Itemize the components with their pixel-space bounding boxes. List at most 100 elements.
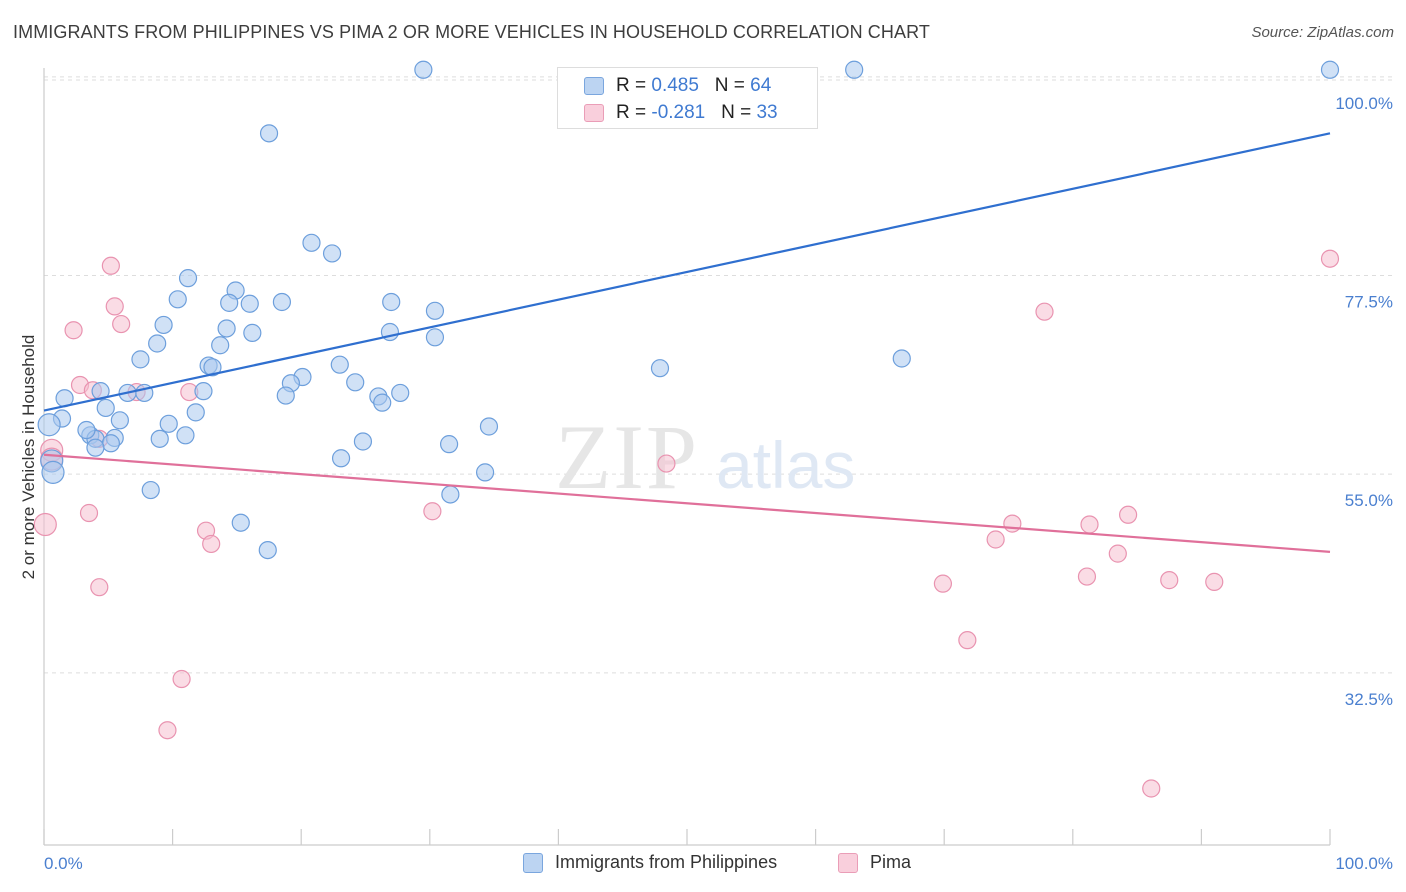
philippines-point[interactable]	[178, 269, 198, 288]
philippines-point[interactable]	[346, 373, 365, 392]
pima-point[interactable]	[64, 321, 83, 340]
legend-swatch-blue	[523, 852, 543, 873]
philippines-point[interactable]	[168, 290, 187, 309]
philippines-point[interactable]	[203, 358, 222, 377]
stats-text: R = 0.485 N = 64	[616, 75, 771, 97]
pima-point[interactable]	[958, 631, 977, 650]
pima-point[interactable]	[1205, 572, 1224, 591]
philippines-point[interactable]	[131, 350, 150, 369]
philippines-point[interactable]	[220, 293, 239, 312]
pima-point[interactable]	[1077, 567, 1097, 586]
philippines-point[interactable]	[425, 328, 445, 347]
philippines-point[interactable]	[91, 382, 110, 401]
y-tick-label: 55.0%	[1345, 491, 1393, 510]
x-tick-label-0: 0.0%	[44, 854, 83, 873]
pima-point[interactable]	[1035, 302, 1054, 321]
pima-point[interactable]	[1320, 249, 1340, 268]
watermark-atlas: atlas	[716, 428, 855, 502]
source-credit: Source: ZipAtlas.com	[1251, 24, 1394, 41]
philippines-point[interactable]	[86, 438, 105, 457]
pima-point[interactable]	[657, 454, 676, 473]
philippines-point[interactable]	[101, 434, 120, 453]
legend-label-philippines: Immigrants from Philippines	[555, 852, 778, 872]
pima-trendline	[43, 453, 1331, 553]
pima-point[interactable]	[1108, 544, 1127, 563]
philippines-point[interactable]	[441, 485, 460, 504]
philippines-trendline	[43, 132, 1331, 412]
philippines-point[interactable]	[353, 432, 373, 451]
philippines-point[interactable]	[322, 244, 342, 263]
philippines-point[interactable]	[391, 383, 410, 403]
philippines-point[interactable]	[194, 382, 213, 401]
philippines-point[interactable]	[845, 60, 864, 79]
philippines-point[interactable]	[240, 294, 259, 313]
philippines-point[interactable]	[892, 349, 911, 368]
pima-point[interactable]	[90, 578, 109, 597]
legend-item-pima[interactable]: Pima	[838, 852, 911, 873]
pima-point[interactable]	[33, 512, 57, 537]
legend-label-pima: Pima	[870, 852, 912, 872]
philippines-point[interactable]	[650, 359, 670, 378]
philippines-point[interactable]	[331, 449, 351, 468]
y-tick-label: 32.5%	[1345, 690, 1393, 709]
pima-point[interactable]	[1080, 515, 1099, 534]
philippines-point[interactable]	[231, 513, 250, 532]
philippines-point[interactable]	[425, 301, 445, 320]
pima-point[interactable]	[933, 574, 953, 593]
pima-point[interactable]	[202, 534, 221, 554]
legend-item-philippines[interactable]: Immigrants from Philippines	[523, 852, 777, 873]
pima-point[interactable]	[112, 314, 131, 334]
pima-point[interactable]	[105, 297, 124, 316]
philippines-point[interactable]	[41, 460, 65, 484]
x-tick-label-100: 100.0%	[1335, 854, 1393, 873]
philippines-point[interactable]	[176, 426, 195, 445]
pima-point[interactable]	[1118, 505, 1138, 524]
pima-point[interactable]	[1160, 571, 1179, 590]
pima-point[interactable]	[986, 530, 1005, 549]
philippines-point[interactable]	[302, 233, 321, 252]
philippines-point[interactable]	[259, 124, 279, 143]
x-ticks	[43, 829, 1331, 845]
n-value: 33	[756, 102, 778, 123]
philippines-point[interactable]	[439, 435, 459, 454]
philippines-point[interactable]	[110, 411, 129, 430]
philippines-point[interactable]	[479, 417, 499, 436]
philippines-point[interactable]	[37, 413, 61, 437]
philippines-point[interactable]	[148, 334, 167, 353]
philippines-point[interactable]	[150, 429, 169, 448]
philippines-point[interactable]	[211, 336, 230, 355]
philippines-point[interactable]	[272, 292, 292, 312]
gridlines	[44, 76, 1393, 674]
philippines-point[interactable]	[258, 540, 277, 560]
philippines-point[interactable]	[475, 463, 495, 482]
philippines-point[interactable]	[77, 420, 96, 440]
y-tick-label: 77.5%	[1345, 292, 1393, 311]
y-axis-label: 2 or more Vehicles in Household	[19, 335, 38, 580]
pima-point[interactable]	[172, 669, 191, 689]
pima-point[interactable]	[423, 502, 442, 521]
philippines-point[interactable]	[217, 319, 236, 338]
philippines-point[interactable]	[243, 323, 262, 342]
philippines-point[interactable]	[141, 480, 160, 500]
pima-points	[33, 249, 1340, 798]
pima-point[interactable]	[158, 721, 177, 740]
pima-point[interactable]	[79, 503, 99, 523]
philippines-point[interactable]	[414, 60, 433, 79]
philippines-point[interactable]	[1320, 60, 1340, 79]
r-label: R =	[616, 102, 652, 123]
philippines-point[interactable]	[382, 292, 401, 312]
philippines-point[interactable]	[330, 355, 349, 374]
pima-point[interactable]	[101, 256, 120, 275]
n-value: 64	[750, 75, 772, 96]
philippines-point[interactable]	[373, 393, 392, 412]
philippines-point[interactable]	[96, 398, 115, 418]
philippines-point[interactable]	[276, 386, 295, 405]
legend-swatch-pink	[838, 852, 858, 873]
pima-point[interactable]	[1142, 779, 1161, 798]
philippines-point[interactable]	[154, 315, 173, 335]
pima-point[interactable]	[1003, 514, 1022, 533]
philippines-points	[37, 60, 1340, 560]
philippines-point[interactable]	[186, 403, 205, 422]
philippines-point[interactable]	[159, 414, 178, 433]
